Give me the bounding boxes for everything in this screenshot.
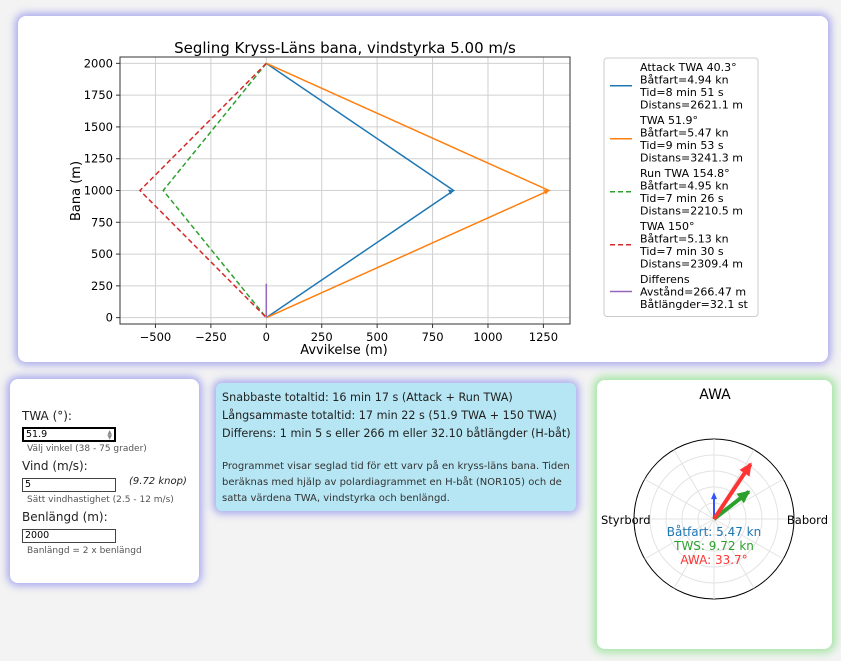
wind-hint: Sätt vindhastighet (2.5 - 12 m/s)	[27, 495, 174, 505]
y-tick-label: 0	[106, 311, 113, 325]
legend-entry: Båtlängder=32.1 st	[640, 298, 749, 311]
y-tick-label: 2000	[84, 56, 113, 70]
awa-annotation: Båtfart: 5.47 kn	[667, 525, 761, 539]
course-chart-panel: Segling Kryss-Läns bana, vindstyrka 5.00…	[18, 16, 828, 362]
apparent-wind-arrow	[712, 462, 753, 521]
description-text: Programmet visar seglad tid för ett varv…	[222, 461, 570, 504]
legend-entry: TWA 51.9°	[639, 114, 698, 127]
course-length-input[interactable]: 2000	[22, 529, 116, 543]
polar-spoke	[673, 518, 715, 589]
legend-entry: Distans=2621.1 m	[640, 99, 743, 112]
x-tick-label: −250	[195, 330, 227, 344]
x-tick-label: 250	[311, 330, 333, 344]
polar-spoke	[713, 518, 755, 589]
x-tick-label: 750	[422, 330, 444, 344]
twa-label: TWA (°):	[22, 409, 72, 423]
wind-knots: (9.72 knop)	[129, 476, 187, 487]
y-tick-label: 1750	[84, 88, 113, 102]
awa-annotation: AWA: 33.7°	[680, 553, 747, 567]
polar-spoke	[644, 518, 715, 560]
course-length-value: 2000	[25, 530, 50, 541]
boat-speed-arrowhead	[711, 492, 717, 500]
x-tick-label: 0	[263, 330, 270, 344]
twa-hint: Välj vinkel (38 - 75 grader)	[27, 444, 147, 454]
legend-entry: Tid=7 min 30 s	[639, 245, 724, 258]
course-chart: Segling Kryss-Läns bana, vindstyrka 5.00…	[69, 39, 759, 358]
legend-entry: Båtfart=4.95 kn	[640, 180, 729, 193]
y-tick-label: 250	[91, 279, 113, 293]
y-tick-label: 750	[91, 215, 113, 229]
x-axis-label: Avvikelse (m)	[300, 343, 388, 358]
x-tick-label: 1250	[529, 330, 558, 344]
wind-label: Vind (m/s):	[22, 459, 88, 473]
babord-label: Babord	[787, 513, 828, 527]
slowest-total-time: Långsammaste totaltid: 17 min 22 s (51.9…	[222, 409, 557, 422]
legend-entry: Distans=2210.5 m	[640, 205, 743, 218]
y-axis-label: Bana (m)	[69, 161, 84, 221]
legend-entry: Distans=2309.4 m	[640, 258, 743, 271]
awa-panel: AWA Styrbord Babord Båtfart: 5.47 kn TWS:…	[597, 380, 832, 649]
series-line-3	[138, 62, 267, 319]
wind-input-value: 5	[25, 479, 32, 490]
twa-input[interactable]: 51.9 ▲ ▼	[22, 427, 116, 442]
legend-entry: Run TWA 154.8°	[640, 167, 730, 180]
series-arrowhead	[447, 189, 454, 195]
difference-text: Differens: 1 min 5 s eller 266 m eller 3…	[222, 427, 571, 440]
course-label: Benlängd (m):	[22, 510, 108, 524]
series-arrowhead	[542, 189, 549, 195]
x-tick-label: 1000	[473, 330, 502, 344]
polar-spoke	[644, 478, 715, 520]
polar-spoke	[673, 449, 715, 520]
chart-title: Segling Kryss-Läns bana, vindstyrka 5.00…	[174, 39, 516, 57]
apparent-wind-arrowhead	[739, 462, 752, 477]
legend-entry: Båtfart=4.94 kn	[640, 74, 729, 87]
legend-entry: Distans=3241.3 m	[640, 152, 743, 165]
legend-entry: Tid=7 min 26 s	[639, 192, 724, 205]
awa-polar-chart: AWA Styrbord Babord Båtfart: 5.47 knTWS:…	[601, 387, 828, 600]
y-tick-label: 500	[91, 247, 113, 261]
fastest-total-time: Snabbaste totaltid: 16 min 17 s (Attack …	[222, 391, 513, 404]
true-wind-arrowhead	[736, 490, 751, 504]
legend-box	[603, 57, 759, 317]
polar-spoke	[713, 518, 784, 560]
legend-entry: TWA 150°	[639, 220, 695, 233]
legend-entry: Avstånd=266.47 m	[640, 286, 746, 299]
legend-entry: Differens	[640, 273, 690, 286]
legend-entry: Attack TWA 40.3°	[640, 61, 737, 74]
legend-entry: Tid=9 min 53 s	[639, 139, 724, 152]
legend-entry: Båtfart=5.13 kn	[640, 233, 729, 246]
awa-title: AWA	[699, 387, 731, 403]
results-panel: Snabbaste totaltid: 16 min 17 s (Attack …	[216, 383, 576, 511]
settings-panel: TWA (°): 51.9 ▲ ▼ Välj vinkel (38 - 75 gr…	[10, 379, 199, 583]
styrbord-label: Styrbord	[601, 513, 651, 527]
wind-input[interactable]: 5	[22, 478, 116, 492]
y-tick-label: 1500	[84, 120, 113, 134]
course-hint: Banlängd = 2 x benlängd	[27, 546, 142, 556]
legend-entry: Båtfart=5.47 kn	[640, 127, 729, 140]
series-line-2	[162, 62, 267, 319]
legend-entry: Tid=8 min 51 s	[639, 86, 724, 99]
spinner-icon[interactable]: ▲ ▼	[107, 429, 112, 441]
twa-input-value: 51.9	[26, 429, 48, 440]
y-tick-label: 1250	[84, 152, 113, 166]
y-tick-label: 1000	[84, 184, 113, 198]
awa-annotation: TWS: 9.72 kn	[673, 539, 754, 553]
x-tick-label: −500	[140, 330, 172, 344]
x-tick-label: 500	[366, 330, 388, 344]
